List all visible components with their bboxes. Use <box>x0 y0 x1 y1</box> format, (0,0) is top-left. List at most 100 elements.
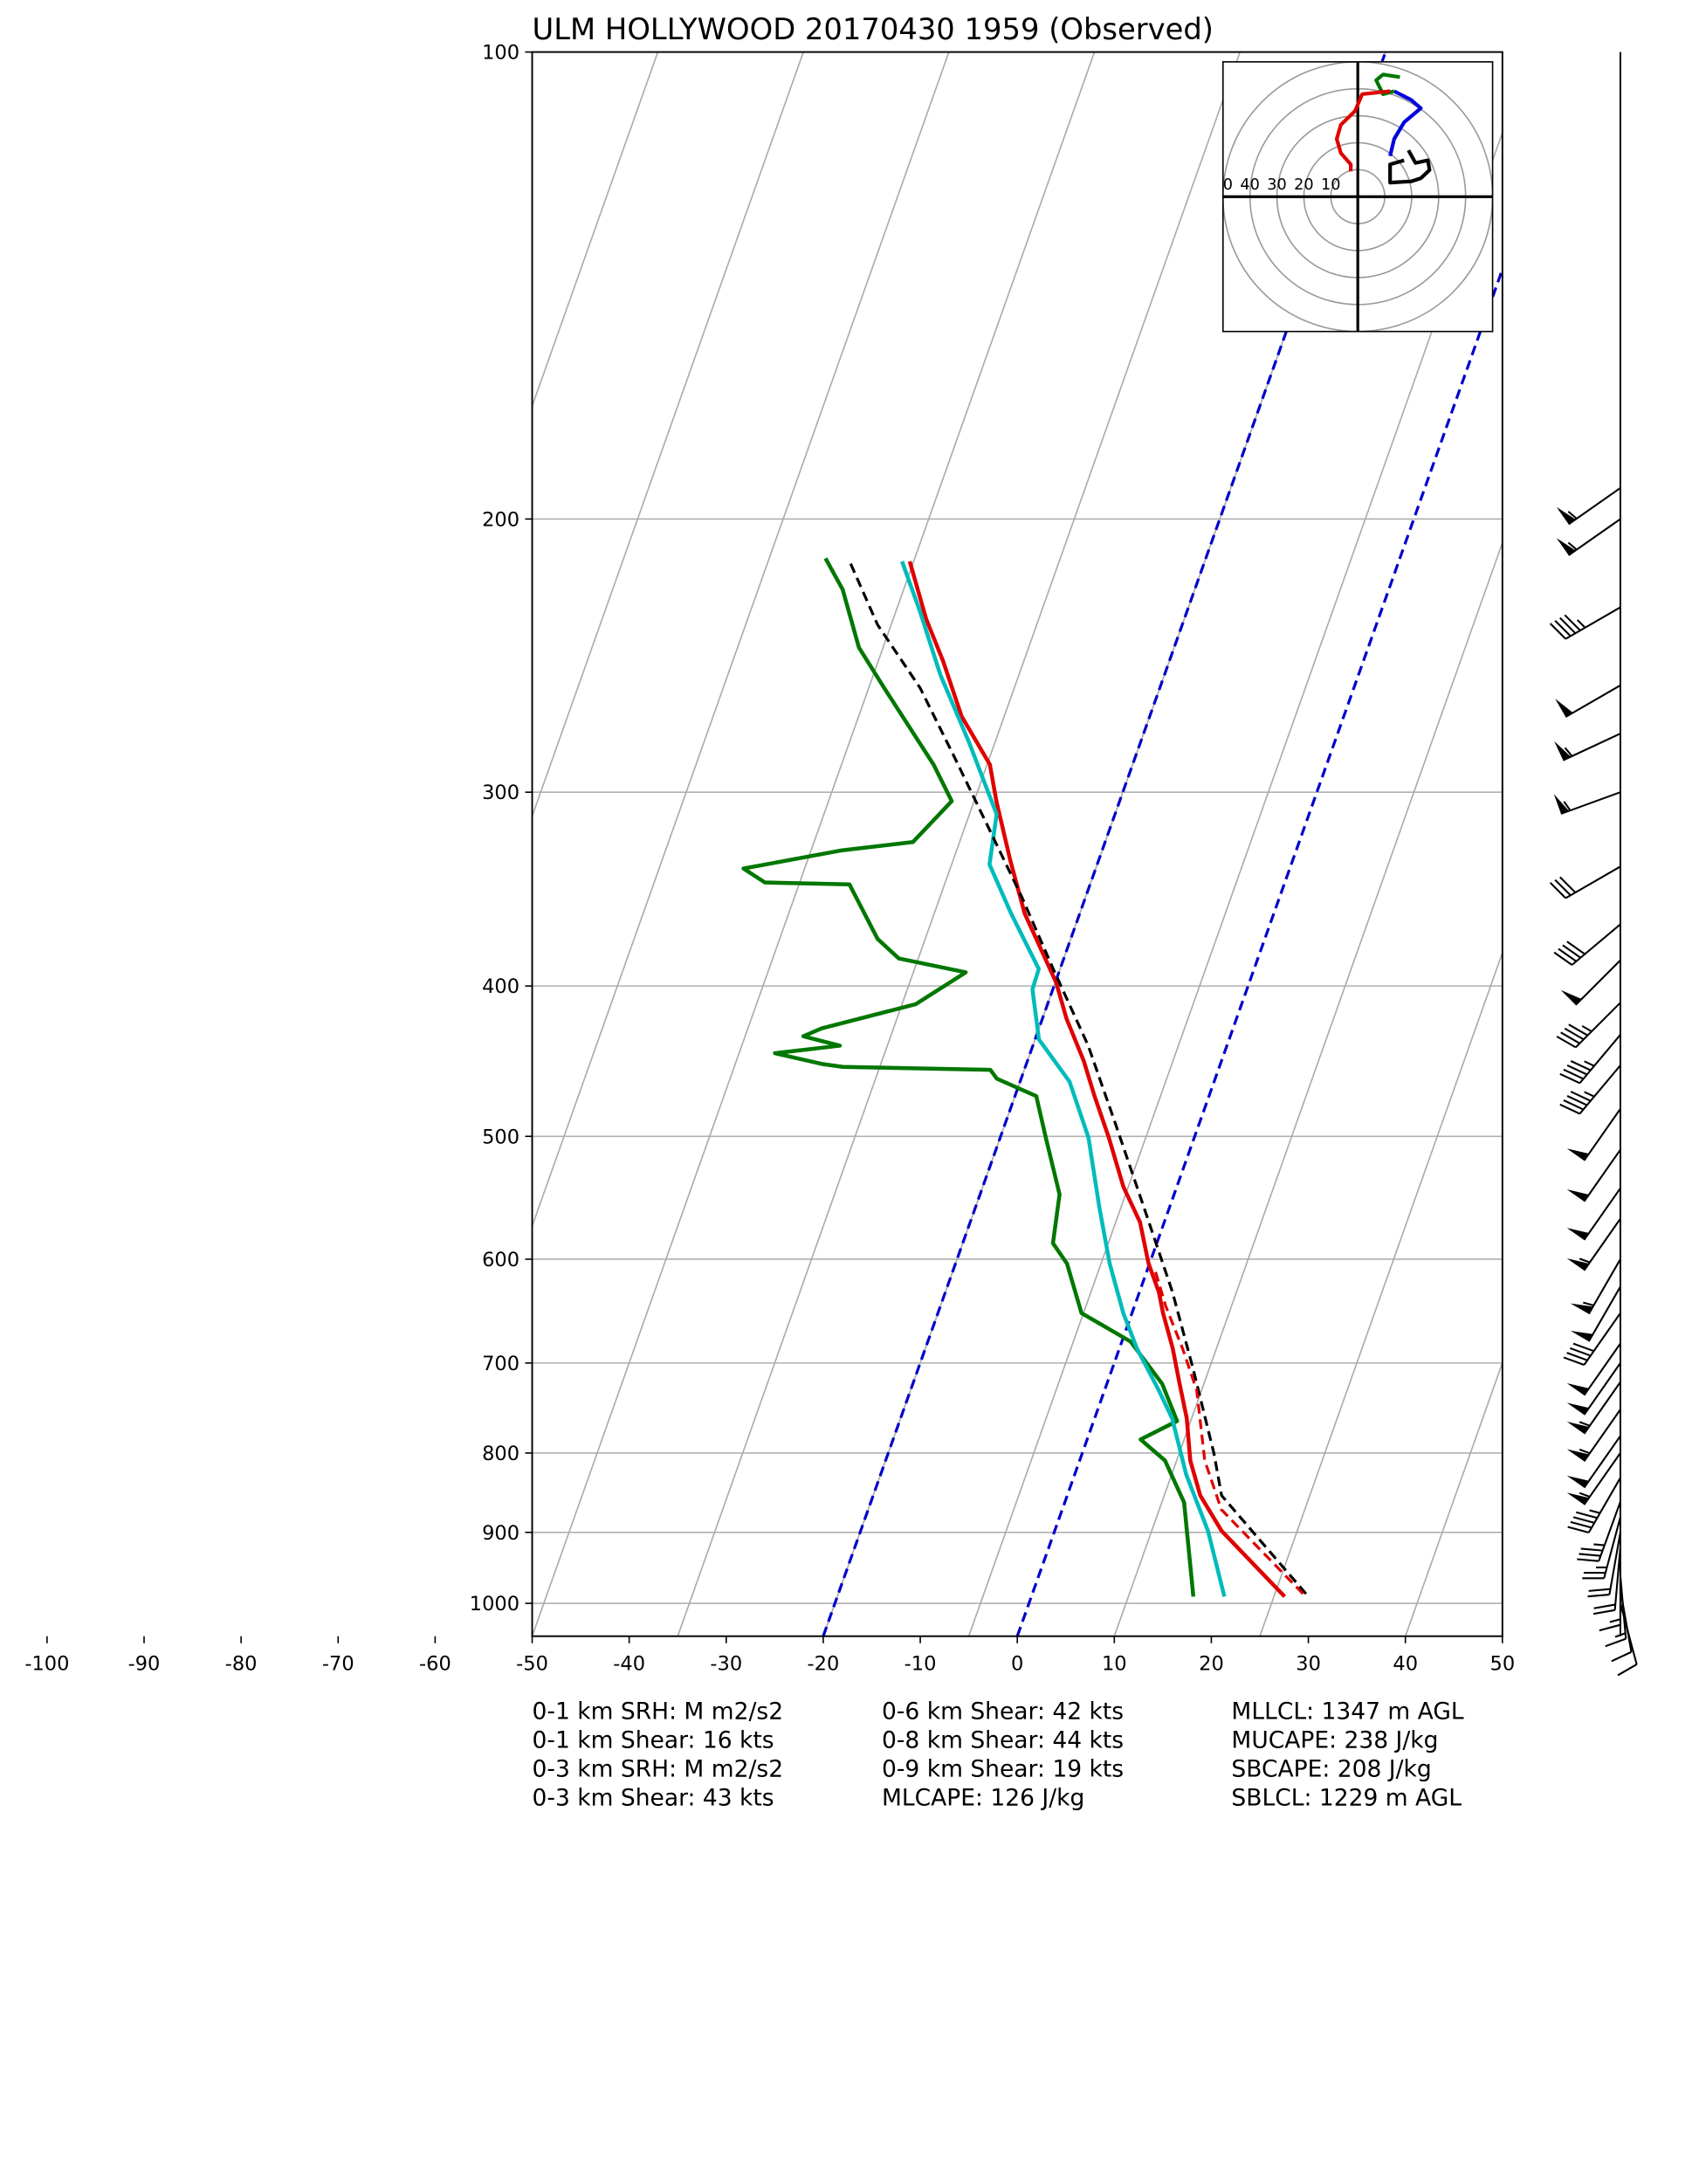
barb-full <box>1593 1603 1616 1609</box>
barb-staff <box>1583 1362 1621 1416</box>
wind-barb <box>1566 1342 1621 1396</box>
y-tick-label: 900 <box>482 1522 519 1545</box>
x-tick-label: 40 <box>1393 1652 1418 1675</box>
stat-text: MLLCL: 1347 m AGL <box>1231 1698 1463 1726</box>
wind-barb <box>1553 791 1621 815</box>
barb-pennant <box>1566 1258 1589 1271</box>
hodograph-frame <box>1221 61 1494 333</box>
barb-half <box>1579 1257 1591 1264</box>
x-tick-label: 10 <box>1102 1652 1127 1675</box>
barb-full <box>1587 1594 1610 1598</box>
barb-staff <box>1583 1435 1621 1489</box>
barb-half <box>1579 1448 1591 1455</box>
barb-full <box>1554 619 1572 637</box>
wind-barb <box>1566 1108 1621 1161</box>
y-tick-label: 800 <box>482 1443 519 1465</box>
barb-full <box>1566 1095 1588 1106</box>
stat-text: SBLCL: 1229 m AGL <box>1231 1784 1462 1811</box>
y-tick-label: 700 <box>482 1353 519 1375</box>
wind-barb <box>1617 1602 1638 1677</box>
barb-full <box>1605 1637 1627 1648</box>
wind-barb <box>1611 1589 1633 1663</box>
barb-half <box>1584 1060 1595 1067</box>
plot-frame <box>531 51 1503 1637</box>
barb-full <box>1563 1099 1584 1111</box>
barb-staff <box>1575 1002 1621 1049</box>
isotherm <box>1259 950 1503 1636</box>
barb-full <box>1569 1347 1592 1357</box>
hodograph-ring-label: 20 <box>1294 176 1314 194</box>
barb-full <box>1559 617 1577 634</box>
barb-pennant <box>1566 1189 1589 1202</box>
barb-half <box>1579 1492 1591 1498</box>
wind-barb <box>1566 1362 1621 1416</box>
stat-text: 0-3 km Shear: 43 kts <box>533 1784 774 1811</box>
barb-pennant <box>1566 1492 1589 1505</box>
wind-barb <box>1566 1452 1621 1505</box>
x-tick-label: -90 <box>128 1652 161 1675</box>
x-tick-label: -80 <box>225 1652 258 1675</box>
wind-barb <box>1563 1312 1621 1366</box>
barb-staff <box>1619 1602 1638 1665</box>
x-tick-label: -70 <box>322 1652 354 1675</box>
barb-staff <box>1560 791 1621 815</box>
wind-barb <box>1566 1381 1621 1435</box>
barb-pennant <box>1554 741 1572 761</box>
barb-full <box>1577 1558 1599 1562</box>
barb-full <box>1564 1027 1585 1041</box>
y-tick-label: 200 <box>482 508 519 531</box>
barb-staff <box>1575 959 1621 1006</box>
highlight-isotherm <box>822 52 1387 1636</box>
barb-full <box>1549 882 1567 899</box>
wind-barb <box>1587 1532 1621 1598</box>
barb-pennant <box>1566 1402 1589 1416</box>
barb-full <box>1617 1664 1638 1677</box>
barb-pennant <box>1570 1331 1593 1342</box>
barb-full <box>1568 1023 1588 1037</box>
isotherm <box>0 52 221 1636</box>
isotherm <box>532 52 804 818</box>
barb-full <box>1559 876 1577 893</box>
barb-full <box>1566 940 1586 955</box>
hodograph-line <box>1388 89 1423 157</box>
y-tick-label: 100 <box>482 42 519 65</box>
wind-barb <box>1566 1409 1621 1462</box>
barb-full <box>1559 1103 1580 1115</box>
barb-full <box>1553 951 1573 966</box>
barb-staff <box>1587 1285 1621 1342</box>
wind-barb <box>1592 1547 1621 1616</box>
wind-barb <box>1559 1034 1621 1085</box>
wind-barb <box>1570 1258 1621 1315</box>
hodograph-ring-label: 30 <box>1267 176 1287 194</box>
stat-text: SBCAPE: 208 J/kg <box>1231 1756 1431 1783</box>
barb-full <box>1570 1520 1592 1529</box>
profile-line <box>907 561 1287 1598</box>
wind-barb <box>1556 518 1621 556</box>
barb-full <box>1588 1588 1611 1592</box>
barb-full <box>1579 1553 1601 1557</box>
stat-text: 0-9 km Shear: 19 kts <box>882 1756 1124 1783</box>
x-tick-label: 30 <box>1296 1652 1321 1675</box>
stat-text: 0-3 km SRH: M m2/s2 <box>533 1756 784 1783</box>
barb-staff <box>1583 1148 1621 1202</box>
wind-barb <box>1560 959 1621 1006</box>
isotherm <box>532 52 950 1229</box>
profile-line <box>848 561 1308 1595</box>
barb-staff <box>1583 1409 1621 1462</box>
hodograph-ring-label: 10 <box>1321 176 1341 194</box>
barb-half <box>1567 541 1578 551</box>
highlight-isotherm <box>1015 265 1503 1636</box>
x-tick-label: -10 <box>905 1652 937 1675</box>
y-tick-label: 500 <box>482 1126 519 1148</box>
barb-staff <box>1587 1258 1621 1315</box>
y-tick-label: 300 <box>482 782 519 804</box>
barb-staff <box>1583 1217 1621 1271</box>
wind-barb <box>1556 1002 1621 1049</box>
wind-barb <box>1553 923 1621 966</box>
barb-pennant <box>1553 794 1569 814</box>
x-tick-label: 0 <box>1011 1652 1023 1675</box>
hodograph-ring-label: 40 <box>1240 176 1260 194</box>
barb-full <box>1560 1031 1580 1044</box>
